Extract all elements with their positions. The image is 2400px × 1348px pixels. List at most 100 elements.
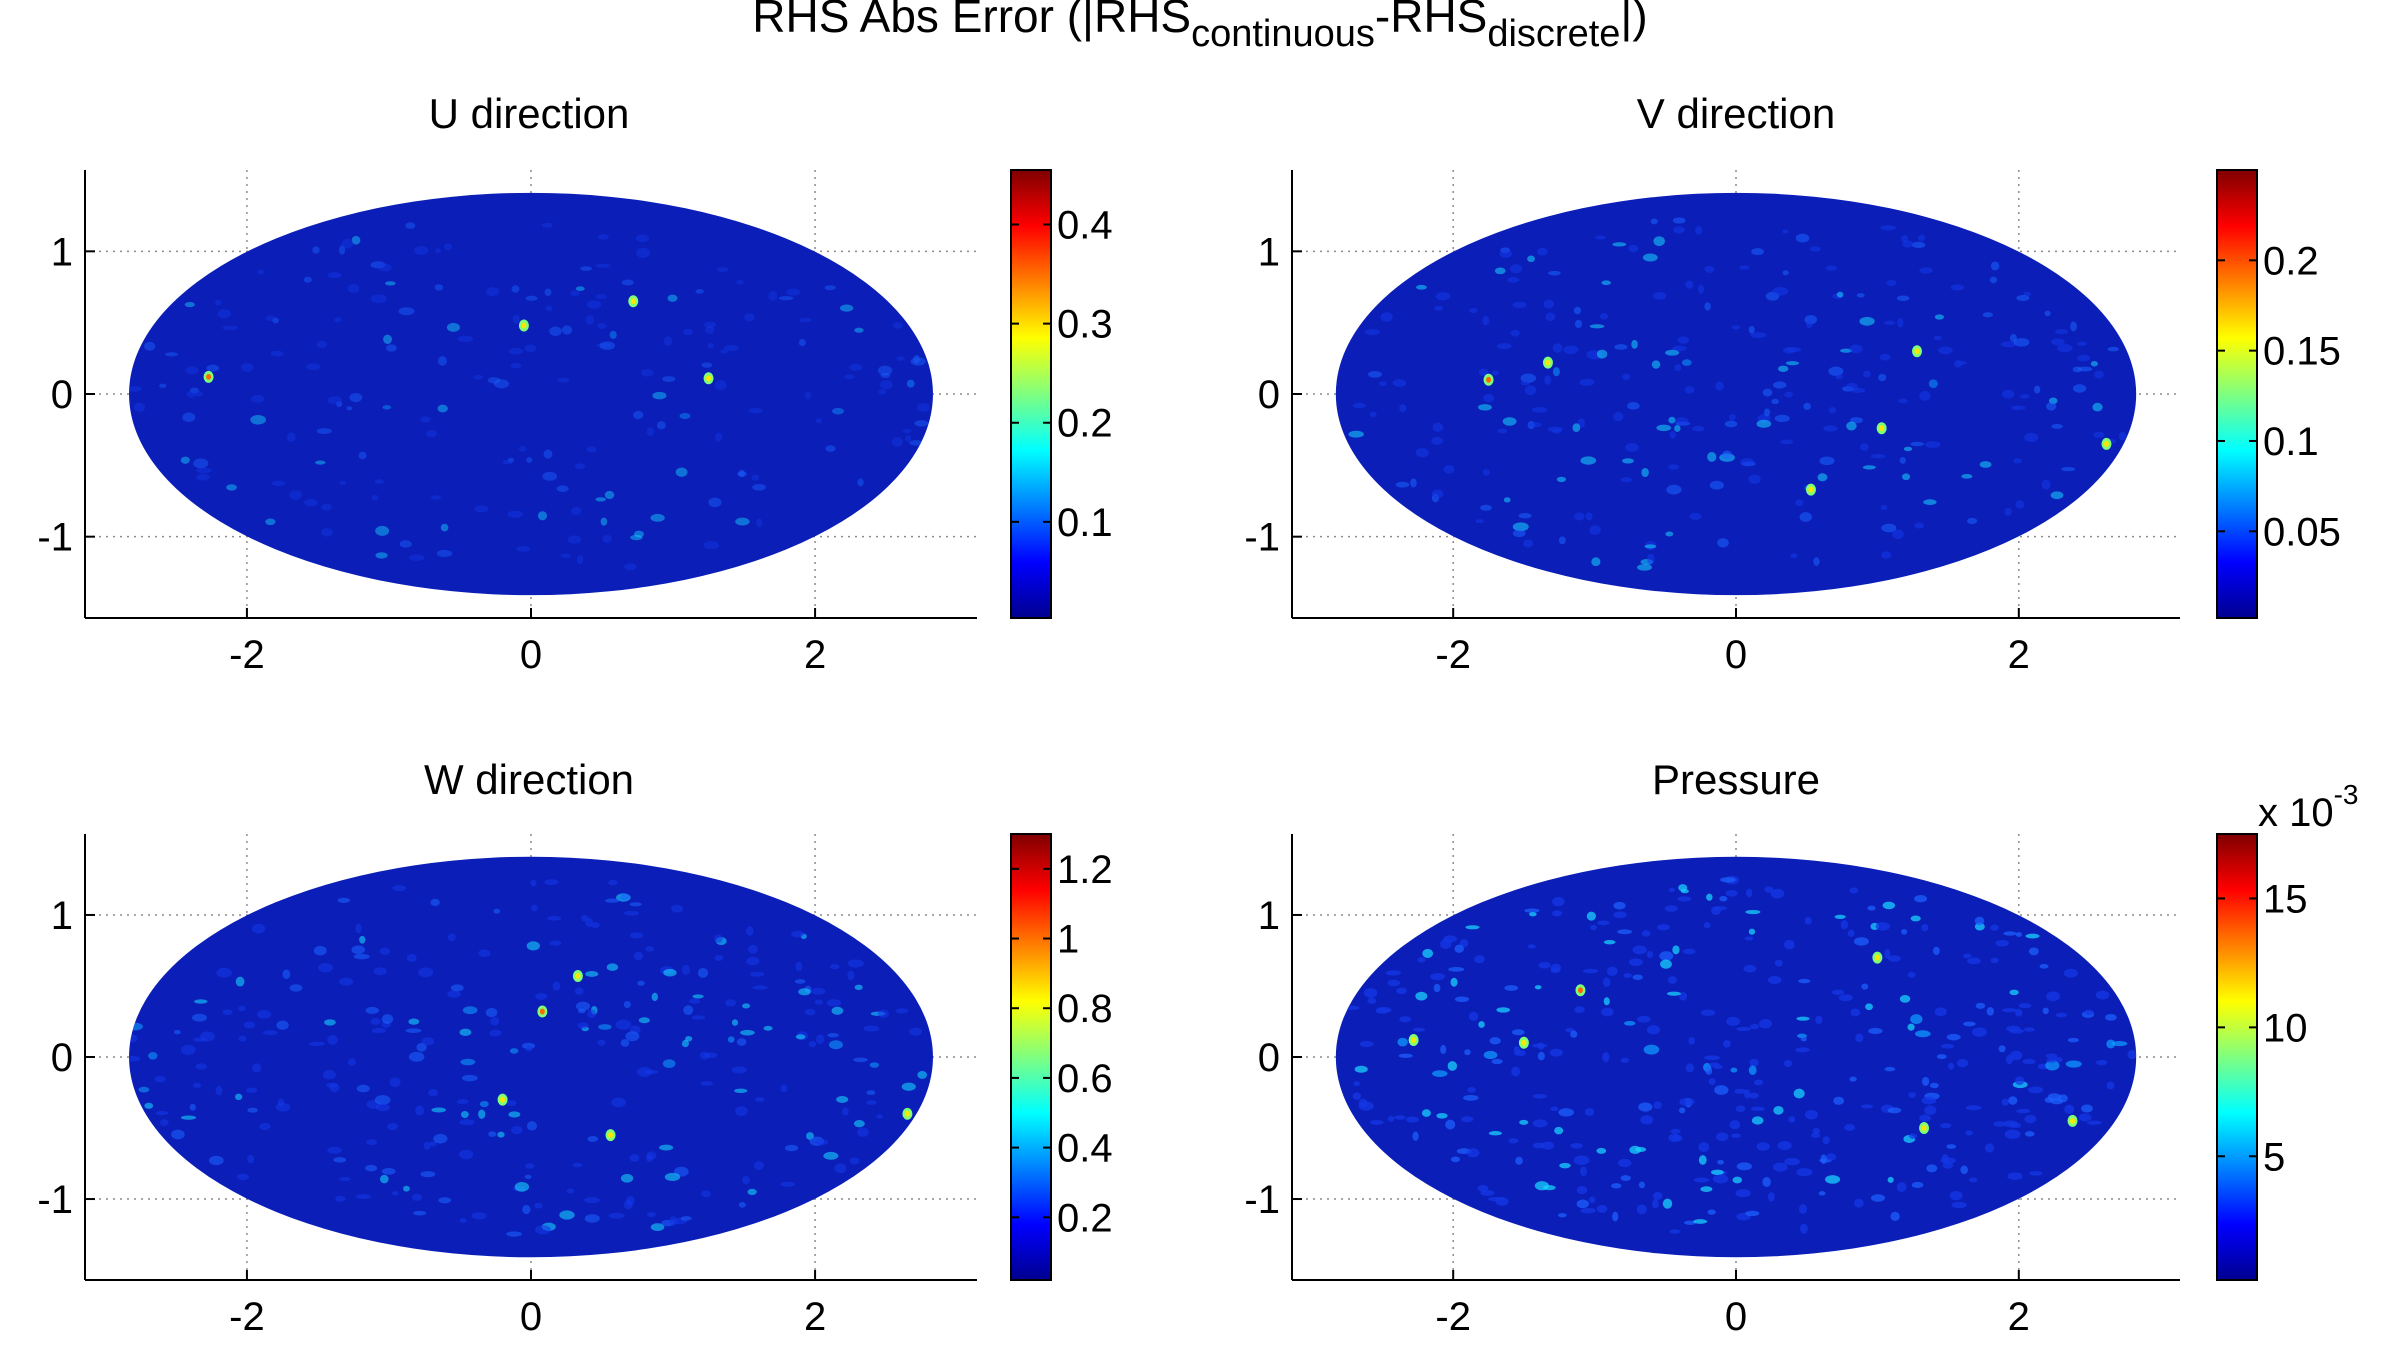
panel-title: Pressure <box>1652 756 1820 803</box>
speckle <box>701 1190 711 1198</box>
speckle <box>1750 1106 1765 1111</box>
speckle <box>1638 1181 1646 1189</box>
speckle <box>490 1017 500 1026</box>
speckle <box>597 1039 606 1046</box>
speckle <box>1819 456 1835 466</box>
speckle <box>508 1111 521 1118</box>
colorbar: 0.2 0.4 0.6 0.8 1 1.2 <box>1010 833 1113 1281</box>
hotspot-core <box>1521 1039 1527 1046</box>
speckle <box>1870 1194 1886 1202</box>
speckle <box>485 1007 498 1018</box>
speckle <box>2013 338 2030 347</box>
speckle <box>1700 1186 1713 1192</box>
speckle <box>896 356 905 361</box>
speckle <box>909 440 924 446</box>
speckle <box>1984 1143 1995 1153</box>
speckle <box>1743 964 1757 973</box>
speckle <box>1753 1079 1764 1086</box>
speckle <box>699 1051 710 1060</box>
speckle <box>1585 512 1593 521</box>
speckle <box>387 1123 399 1130</box>
speckle <box>2087 1120 2102 1125</box>
speckle <box>1951 1201 1967 1209</box>
speckle <box>1809 246 1821 252</box>
speckle <box>1643 1044 1660 1055</box>
speckle <box>1938 346 1953 355</box>
speckle <box>735 517 750 526</box>
speckle <box>391 1191 399 1196</box>
speckle <box>1450 1156 1461 1163</box>
speckle <box>751 474 760 481</box>
speckle <box>815 418 822 424</box>
speckle <box>815 1139 829 1145</box>
speckle <box>459 1149 474 1160</box>
speckle <box>1854 1198 1864 1208</box>
speckle <box>1919 267 1933 274</box>
speckle <box>1475 519 1484 524</box>
speckle <box>560 553 571 558</box>
speckle <box>1698 284 1705 294</box>
speckle <box>2090 360 2098 367</box>
speckle <box>1861 983 1869 990</box>
speckle <box>237 1173 249 1181</box>
hotspot-core <box>500 1096 506 1103</box>
speckle <box>633 410 644 420</box>
speckle <box>473 374 484 380</box>
speckle <box>849 1157 860 1165</box>
speckle <box>1713 1064 1723 1070</box>
speckle <box>1435 292 1451 301</box>
speckle <box>1707 1209 1716 1215</box>
speckle <box>144 341 156 351</box>
speckle <box>1674 364 1682 372</box>
speckle <box>415 1105 425 1116</box>
speckle <box>1863 370 1871 378</box>
speckle <box>1940 1123 1952 1129</box>
colorbar-scale <box>2216 833 2258 1281</box>
speckle <box>196 467 212 474</box>
speckle <box>339 977 354 986</box>
speckle <box>1767 975 1782 985</box>
speckle <box>459 1218 467 1223</box>
speckle <box>574 987 584 995</box>
speckle <box>1433 983 1441 993</box>
speckle <box>365 1164 378 1172</box>
speckle <box>731 1066 747 1074</box>
speckle <box>1749 1058 1759 1067</box>
speckle <box>1622 373 1631 381</box>
speckle <box>1784 391 1794 398</box>
speckle <box>524 1174 532 1180</box>
speckle <box>1494 267 1506 275</box>
speckle <box>595 497 607 502</box>
speckle <box>1537 1042 1545 1050</box>
speckle <box>1716 1132 1729 1142</box>
hotspot-core <box>1577 987 1583 994</box>
speckle <box>784 1144 799 1152</box>
speckle <box>2004 507 2012 516</box>
hotspot-core <box>608 1132 614 1139</box>
speckle <box>662 376 676 382</box>
speckle <box>586 300 602 309</box>
speckle <box>2081 1104 2093 1113</box>
speckle <box>1933 335 1942 341</box>
speckle <box>1512 301 1527 308</box>
speckle <box>663 968 677 977</box>
speckle <box>2046 991 2061 1002</box>
speckle <box>507 510 523 518</box>
speckle <box>866 1100 877 1105</box>
speckle <box>1813 557 1820 566</box>
speckle <box>1412 1027 1426 1032</box>
speckle <box>1709 480 1724 490</box>
speckle <box>1745 909 1761 915</box>
speckle <box>1520 381 1530 386</box>
hotspot-core <box>1545 359 1551 366</box>
speckle <box>1793 1088 1805 1099</box>
speckle <box>289 984 303 992</box>
speckle <box>287 432 296 443</box>
speckle <box>1919 1114 1931 1122</box>
speckle <box>804 1008 816 1016</box>
speckle <box>2056 343 2073 353</box>
speckle <box>692 994 704 999</box>
speckle <box>811 987 826 995</box>
speckle <box>1965 1130 1973 1136</box>
